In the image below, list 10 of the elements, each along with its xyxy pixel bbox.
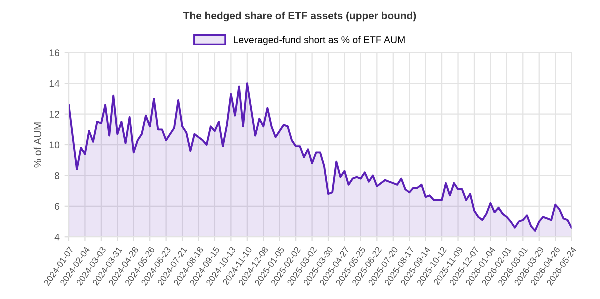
y-tick-label: 4: [54, 234, 60, 241]
y-tick-label: 12: [50, 111, 60, 118]
legend-label: Leveraged-fund short as % of ETF AUM: [234, 36, 405, 46]
y-axis-title: % of AUM: [34, 122, 42, 168]
y-tick-label: 8: [54, 172, 60, 180]
chart-title: The hedged share of ETF assets (upper bound): [184, 12, 416, 22]
y-tick-label: 14: [50, 80, 60, 88]
y-tick-label: 10: [50, 142, 60, 149]
y-tick-label: 16: [50, 50, 60, 57]
y-tick-label: 6: [55, 203, 60, 210]
